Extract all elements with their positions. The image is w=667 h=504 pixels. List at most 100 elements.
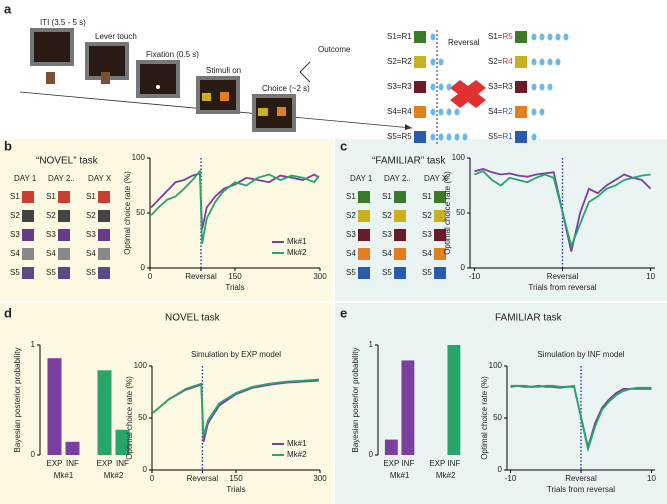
row-label: S5 (86, 268, 96, 277)
bar (447, 345, 461, 455)
y-tick-label: 100 (134, 361, 148, 370)
drop (430, 83, 436, 91)
outcome-arrow (299, 71, 311, 83)
row-label: S3 (346, 230, 356, 239)
stimulus-reward: S1=R1 (387, 32, 412, 41)
arrow-head (405, 124, 412, 130)
stim-icon (434, 267, 446, 279)
step-label: Choice (~2 s) (262, 84, 310, 93)
drop (539, 58, 545, 66)
stim-icon (515, 131, 527, 143)
swap-icon (450, 80, 486, 108)
bar (401, 360, 415, 455)
panel-title: FAMILIAR task (495, 313, 563, 324)
x-tick-label: EXP (96, 459, 112, 468)
y-tick-label: 0 (369, 450, 374, 459)
legend-label: Mk#2 (287, 450, 307, 459)
stim-icon (414, 106, 426, 118)
screen-inner (140, 64, 176, 94)
x-tick-label: EXP (46, 459, 62, 468)
day-label: DAY 1 (350, 174, 373, 183)
drop (446, 83, 452, 91)
legend-label: Mk#1 (287, 439, 307, 448)
x-tick-label: 0 (148, 272, 153, 281)
series-line (150, 172, 320, 230)
drop (446, 108, 452, 116)
series-line (474, 170, 651, 249)
stim-icon (22, 229, 34, 241)
bar (65, 441, 80, 455)
stimulus: S4= (387, 107, 402, 116)
y-axis-label: Optimal choice rate (%) (125, 376, 134, 460)
panel-letter: b (4, 138, 12, 153)
panel-bg (335, 139, 667, 301)
x-tick-label: 0 (150, 474, 155, 483)
row-label: S1 (86, 192, 96, 201)
group-label: Mk#1 (390, 471, 410, 480)
series-line (510, 384, 652, 453)
drop (531, 33, 537, 41)
stim-icon (58, 267, 70, 279)
day-label: DAY 1 (14, 174, 37, 183)
reward: R1 (401, 32, 412, 41)
x-tick-label: Reversal (187, 474, 219, 483)
stim-icon (394, 229, 406, 241)
group-label: Mk#1 (54, 471, 74, 480)
drop (539, 83, 545, 91)
series-line (150, 168, 320, 244)
stimulus-reward: S3=R3 (387, 82, 412, 91)
y-tick-label: 50 (138, 413, 147, 422)
stim-icon (394, 248, 406, 260)
row-label: S5 (422, 268, 432, 277)
drop (438, 133, 444, 141)
stim-icon (98, 210, 110, 222)
y-tick-label: 100 (452, 153, 466, 162)
row-label: S5 (346, 268, 356, 277)
row-label: S1 (46, 192, 56, 201)
day-label: ... (68, 174, 75, 183)
row-label: S3 (382, 230, 392, 239)
screen-inner (34, 32, 70, 62)
y-axis-label: Optimal choice rate (%) (480, 376, 489, 460)
reward: R5 (502, 32, 513, 41)
stim-icon (414, 81, 426, 93)
y-tick-label: 1 (369, 340, 374, 349)
y-tick-label: 50 (136, 208, 145, 217)
bar (384, 439, 398, 455)
panel-letter: d (4, 305, 12, 320)
row-label: S2 (382, 211, 392, 220)
stimulus-reward: S2=R2 (387, 57, 412, 66)
x-axis-label: Trials (225, 283, 244, 292)
panel-bg (0, 139, 333, 301)
row-label: S5 (46, 268, 56, 277)
stim-icon (98, 267, 110, 279)
drop (438, 58, 444, 66)
drop (531, 108, 537, 116)
row-label: S2 (46, 211, 56, 220)
stim-icon (414, 131, 426, 143)
task-title: “NOVEL” task (36, 156, 99, 167)
y-tick-label: 0 (31, 450, 36, 459)
x-tick-label: -10 (505, 474, 517, 483)
reward: R2 (502, 107, 513, 116)
y-axis-label: Optimal choice rate (%) (123, 171, 132, 255)
row-label: S5 (382, 268, 392, 277)
reward: R3 (502, 82, 513, 91)
row-label: S4 (346, 249, 356, 258)
drop (547, 83, 553, 91)
stimulus-reward: S2=R4 (488, 57, 513, 66)
step-label: Stimuli on (206, 66, 241, 75)
task-title: “FAMILIAR” task (372, 156, 446, 167)
x-tick-label: EXP (383, 459, 399, 468)
y-axis-label: Bayesian posterior probability (351, 348, 360, 453)
stim-icon (22, 248, 34, 260)
x-axis-label: Trials from reversal (547, 485, 615, 494)
row-label: S2 (346, 211, 356, 220)
y-tick-label: 100 (489, 361, 503, 370)
panel-letter: e (340, 305, 347, 320)
stimulus: S3= (488, 82, 503, 91)
screen-inner (89, 46, 125, 76)
stimulus: S2= (387, 57, 402, 66)
x-tick-label: 300 (313, 272, 327, 281)
stim (277, 107, 286, 116)
